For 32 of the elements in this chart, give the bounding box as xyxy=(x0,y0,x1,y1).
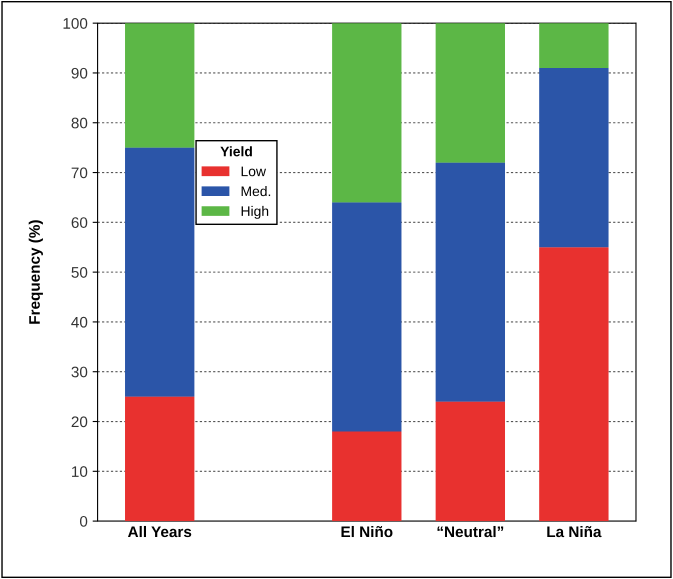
legend-label: Low xyxy=(242,166,266,176)
bar xyxy=(332,202,402,432)
y-tick-label: 90 xyxy=(72,68,88,79)
bar xyxy=(436,402,506,522)
y-tick-label: 60 xyxy=(72,217,88,228)
bar xyxy=(436,23,506,163)
bar xyxy=(436,162,506,402)
bar xyxy=(332,431,402,522)
y-tick-label: 20 xyxy=(72,416,88,428)
bar xyxy=(539,23,609,68)
y-tick-label: 10 xyxy=(72,466,88,477)
y-tick-label: 70 xyxy=(72,167,88,178)
y-tick-label: 0 xyxy=(80,516,88,527)
bar xyxy=(539,68,609,248)
y-tick-label: 30 xyxy=(71,366,88,378)
y-tick-label: 80 xyxy=(72,118,88,128)
y-tick-label: 40 xyxy=(71,316,88,328)
x-tick-label: “Neutral” xyxy=(437,526,504,538)
legend-label: Med. xyxy=(242,186,270,196)
legend-title: Yield xyxy=(220,146,252,156)
y-tick-label: 50 xyxy=(71,267,88,278)
bar xyxy=(332,23,402,202)
y-axis-title: Frequency (%) xyxy=(28,220,43,324)
x-tick-label: La Niña xyxy=(547,526,602,538)
bar xyxy=(539,247,609,522)
legend-label: High xyxy=(242,206,268,219)
x-tick-label: All Years xyxy=(128,526,192,538)
y-tick-label: 100 xyxy=(64,18,88,29)
x-tick-label: El Niño xyxy=(341,526,392,538)
bar xyxy=(125,148,194,397)
bar xyxy=(125,396,194,522)
bar xyxy=(125,23,194,148)
